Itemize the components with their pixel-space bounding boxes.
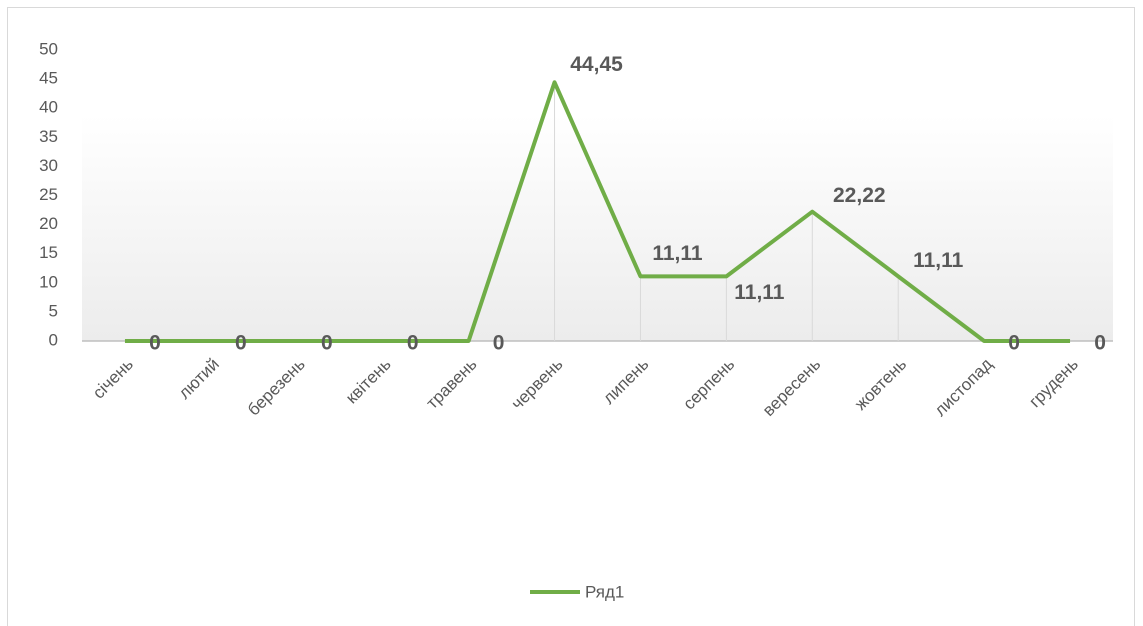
data-label: 11,11	[913, 249, 964, 272]
y-tick-label: 50	[39, 39, 58, 58]
y-tick-label: 30	[39, 156, 58, 175]
line	[124, 80, 1071, 343]
data-label: 22,22	[833, 184, 886, 207]
data-label: 0	[493, 332, 505, 355]
y-tick-label: 40	[39, 98, 58, 117]
y-tick-label: 15	[39, 243, 58, 262]
data-label: 0	[321, 332, 333, 355]
y-tick-label: 35	[39, 127, 58, 146]
data-label: 44,45	[570, 53, 623, 76]
data-label: 11,11	[734, 281, 785, 304]
y-tick-label: 25	[39, 185, 58, 204]
data-label: 0	[407, 332, 419, 355]
y-tick-label: 45	[39, 69, 58, 88]
y-tick-label: 0	[49, 330, 58, 349]
y-tick-label: 20	[39, 214, 58, 233]
data-label: 0	[1008, 332, 1020, 355]
plot-background	[82, 115, 1113, 341]
y-tick-label: 5	[49, 301, 58, 320]
data-label: 11,11	[652, 242, 703, 265]
y-tick-label: 10	[39, 272, 58, 291]
data-label: 0	[1094, 332, 1106, 355]
legend-label: Ряд1	[585, 582, 624, 601]
data-label: 0	[235, 332, 247, 355]
data-label: 0	[149, 332, 161, 355]
